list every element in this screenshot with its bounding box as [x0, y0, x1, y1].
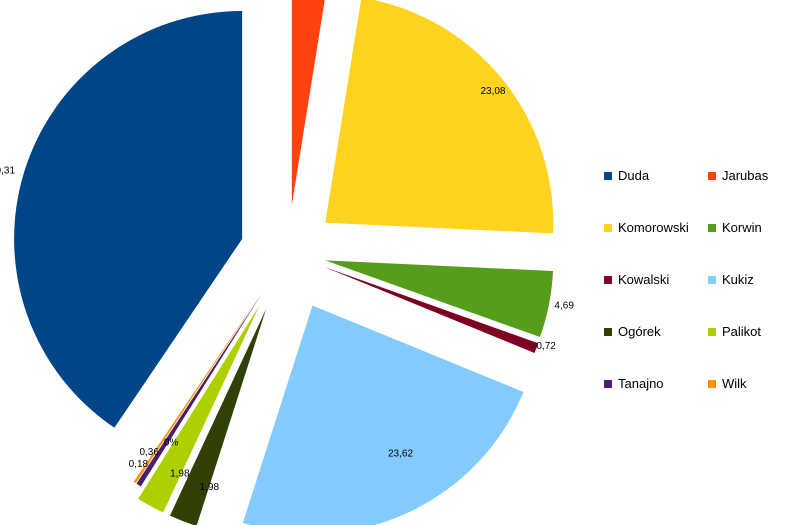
pie-slice-wilk: [133, 292, 262, 484]
pie-slice-komorowski: [325, 0, 554, 234]
pie-slice-kukiz: [242, 305, 524, 525]
legend-swatch: [604, 223, 612, 232]
data-label-komorowski: 23,08: [480, 86, 505, 97]
legend-swatch: [604, 275, 612, 284]
legend-item-komorowski: Komorowski: [604, 220, 689, 235]
data-label-kukiz: 23,62: [388, 449, 413, 460]
legend-label: Korwin: [722, 220, 762, 235]
legend-label: Komorowski: [618, 220, 689, 235]
data-label-wilk: 0,18: [129, 459, 149, 470]
legend-swatch: [604, 327, 612, 336]
legend-swatch: [604, 379, 612, 388]
legend-item-korwin: Korwin: [708, 220, 762, 235]
pie-labels: 40,312,5223,084,690,7223,621,981,980,360…: [0, 86, 574, 493]
pie-slice-jarubas: [291, 0, 325, 206]
legend-item-palikot: Palikot: [708, 324, 761, 339]
legend-label: Duda: [618, 168, 650, 183]
pie-slices: [14, 0, 554, 525]
legend-label: Kukiz: [722, 272, 754, 287]
data-label-duda: 40,31: [0, 165, 15, 176]
pie-slice-kowalski: [323, 266, 539, 353]
data-label-tanajno: 0,36: [139, 447, 159, 458]
pie-slice-tanajno: [136, 293, 263, 487]
pie-slice-duda: [14, 10, 243, 428]
legend-label: Tanajno: [618, 376, 664, 391]
legend-item-duda: Duda: [604, 168, 649, 183]
legend-swatch: [708, 379, 716, 388]
legend-swatch: [708, 223, 716, 232]
legend-swatch: [604, 171, 612, 180]
data-label-kowalski: 0,72: [536, 341, 556, 352]
legend-item-kowalski: Kowalski: [604, 272, 669, 287]
data-label-other: 0%: [164, 438, 179, 449]
legend-item-tanajno: Tanajno: [604, 376, 664, 391]
legend-item-ogórek: Ogórek: [604, 324, 661, 339]
data-label-korwin: 4,69: [554, 300, 574, 311]
data-label-ogórek: 1,98: [200, 482, 220, 493]
pie-slice-korwin: [325, 260, 554, 338]
legend-label: Kowalski: [618, 272, 670, 287]
legend-item-kukiz: Kukiz: [708, 272, 754, 287]
legend-label: Ogórek: [618, 324, 661, 339]
chart-legend: Duda Jarubas Komorowski Korwin Kowalski Kukiz…: [604, 168, 804, 408]
pie-slice-ogórek: [169, 308, 267, 525]
legend-swatch: [708, 275, 716, 284]
legend-label: Jarubas: [722, 168, 769, 183]
legend-item-jarubas: Jarubas: [708, 168, 768, 183]
legend-swatch: [708, 171, 716, 180]
pie-slice-palikot: [138, 305, 260, 513]
legend-item-wilk: Wilk: [708, 376, 747, 391]
legend-swatch: [708, 327, 716, 336]
data-label-palikot: 1,98: [170, 468, 190, 479]
legend-label: Wilk: [722, 376, 747, 391]
legend-label: Palikot: [722, 324, 762, 339]
